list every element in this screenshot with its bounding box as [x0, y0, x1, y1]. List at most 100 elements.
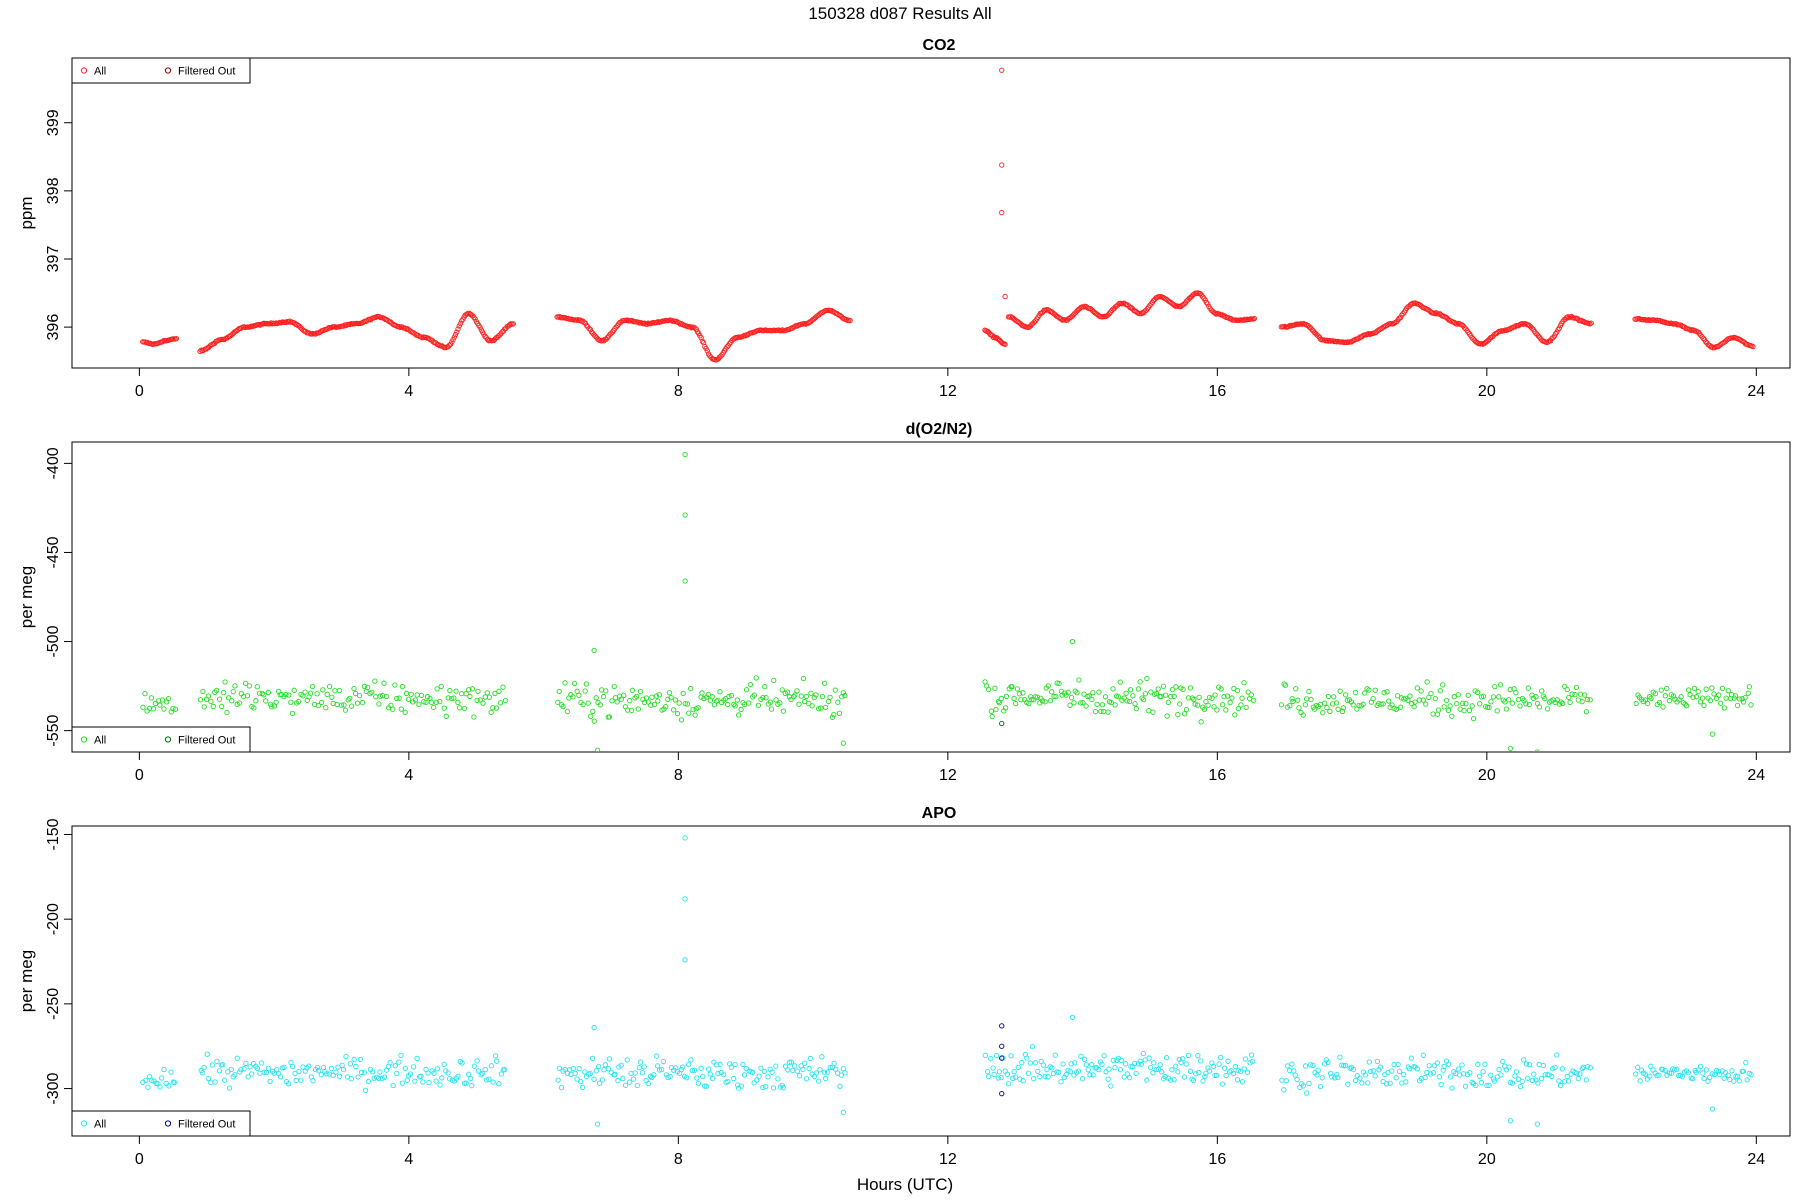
data-point [721, 697, 727, 703]
data-point [1447, 1074, 1454, 1080]
data-point [1554, 1052, 1560, 1058]
data-point [1459, 700, 1466, 707]
data-point [241, 1065, 247, 1072]
y-tick-label: -400 [45, 447, 62, 479]
data-point [555, 699, 561, 705]
data-point [1486, 1082, 1492, 1089]
data-point [1251, 315, 1258, 322]
data-point [467, 1075, 474, 1082]
data-point [309, 683, 316, 690]
data-point [1721, 1075, 1727, 1081]
data-point [680, 690, 686, 697]
data-point [1700, 1070, 1706, 1076]
data-point [1440, 1067, 1446, 1073]
data-point [1227, 699, 1233, 706]
data-point [201, 704, 207, 710]
data-point [370, 1069, 376, 1075]
data-point [1088, 1061, 1095, 1068]
data-point [1748, 702, 1754, 708]
data-point [439, 1075, 445, 1081]
data-point [718, 353, 724, 359]
data-point [281, 1064, 287, 1071]
data-point [1538, 1075, 1545, 1082]
data-point [1045, 683, 1051, 689]
x-tick-label: 0 [135, 767, 144, 784]
data-point [453, 688, 459, 694]
data-point [392, 682, 398, 688]
data-point [338, 702, 345, 708]
data-point [1513, 1069, 1520, 1075]
data-point [441, 1061, 447, 1068]
data-point [1488, 1072, 1494, 1078]
data-point [1577, 691, 1584, 697]
data-point [490, 1079, 496, 1085]
data-point [220, 1062, 226, 1068]
data-point [364, 684, 371, 691]
data-point [1289, 696, 1295, 702]
legend: All Filtered Out [71, 726, 251, 753]
data-point [412, 697, 419, 703]
data-point [609, 698, 615, 704]
data-point [247, 1064, 253, 1070]
data-point [1096, 1067, 1102, 1073]
data-point [1137, 1058, 1143, 1064]
data-point [1486, 704, 1492, 711]
data-point [1416, 697, 1423, 703]
data-point [570, 1065, 576, 1072]
data-point [1181, 711, 1188, 717]
data-point [1652, 690, 1658, 697]
x-tick-label: 20 [1478, 383, 1496, 400]
data-point [420, 1079, 426, 1085]
data-point [1366, 687, 1372, 693]
data-point [477, 697, 484, 703]
data-point [1115, 694, 1121, 700]
outlier-point [1002, 293, 1008, 300]
data-point [1096, 689, 1102, 695]
y-tick-label: -500 [45, 625, 62, 657]
data-point [1523, 1061, 1530, 1067]
x-tick-label: 12 [939, 767, 957, 784]
data-point [1337, 688, 1343, 694]
data-point [1224, 693, 1231, 699]
data-point [713, 1062, 719, 1068]
data-point [1282, 682, 1289, 688]
data-point [1492, 684, 1498, 690]
data-point [1108, 1083, 1114, 1089]
legend-label: All [94, 1119, 106, 1131]
data-point [580, 701, 586, 708]
data-point [1497, 682, 1504, 688]
data-points [140, 835, 1754, 1127]
data-point [354, 700, 361, 706]
data-point [1180, 1056, 1186, 1062]
data-point [1426, 694, 1432, 701]
data-point [1103, 1069, 1109, 1075]
data-point [1150, 1070, 1156, 1076]
data-point [641, 1064, 647, 1070]
data-point [1110, 1057, 1117, 1063]
panel-apo: APO 0 4 8 12 16 20 24 -150 -200 -250 -300 per meg All… [17, 805, 1791, 1168]
data-point [1393, 706, 1399, 713]
data-point [1193, 1071, 1199, 1077]
data-point [1562, 683, 1568, 690]
data-point [377, 1069, 383, 1075]
data-point [484, 690, 490, 696]
data-point [608, 1069, 614, 1075]
data-point [1687, 326, 1693, 333]
data-point [1300, 712, 1306, 718]
data-point [488, 709, 494, 715]
data-point [1529, 1077, 1536, 1084]
data-point [709, 694, 715, 700]
data-point [560, 703, 566, 710]
data-point [285, 319, 292, 325]
data-point [1112, 1064, 1118, 1071]
data-point [1209, 695, 1215, 701]
data-point [1451, 694, 1457, 700]
data-point [1056, 1069, 1062, 1075]
y-tick-label: -300 [45, 1072, 62, 1104]
data-point [1337, 1054, 1343, 1060]
data-point [790, 1067, 796, 1074]
data-point [471, 714, 477, 720]
data-point [732, 1061, 738, 1068]
data-point [475, 688, 481, 695]
data-point [482, 1066, 488, 1073]
